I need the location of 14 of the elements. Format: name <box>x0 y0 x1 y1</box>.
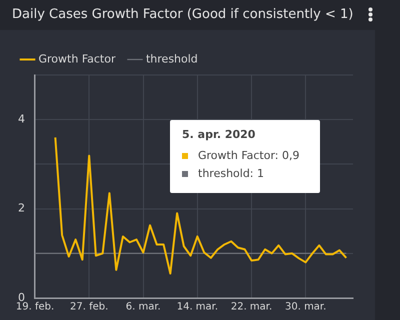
x-tick-label: 14. mar. <box>176 302 218 313</box>
annotation: threshold: 1 <box>198 167 264 180</box>
y-tick-label: 4 <box>18 112 25 126</box>
annotation: Growth Factor: 0,9 <box>198 149 300 162</box>
x-tick-label: 27. feb. <box>70 302 108 313</box>
x-tick-label: 6. mar. <box>126 302 161 313</box>
y-tick-label: 2 <box>18 202 25 215</box>
x-tick-label: 30. mar. <box>284 302 326 313</box>
annotation: 5. apr. 2020 <box>182 128 256 141</box>
x-tick-label: 19. feb. <box>16 302 54 313</box>
x-tick-label: 22. mar. <box>230 302 272 313</box>
legend-label: threshold <box>146 52 198 66</box>
legend-label: Growth Factor <box>38 52 116 66</box>
chart-title: Daily Cases Growth Factor (Good if consistently < 1) <box>12 7 354 22</box>
